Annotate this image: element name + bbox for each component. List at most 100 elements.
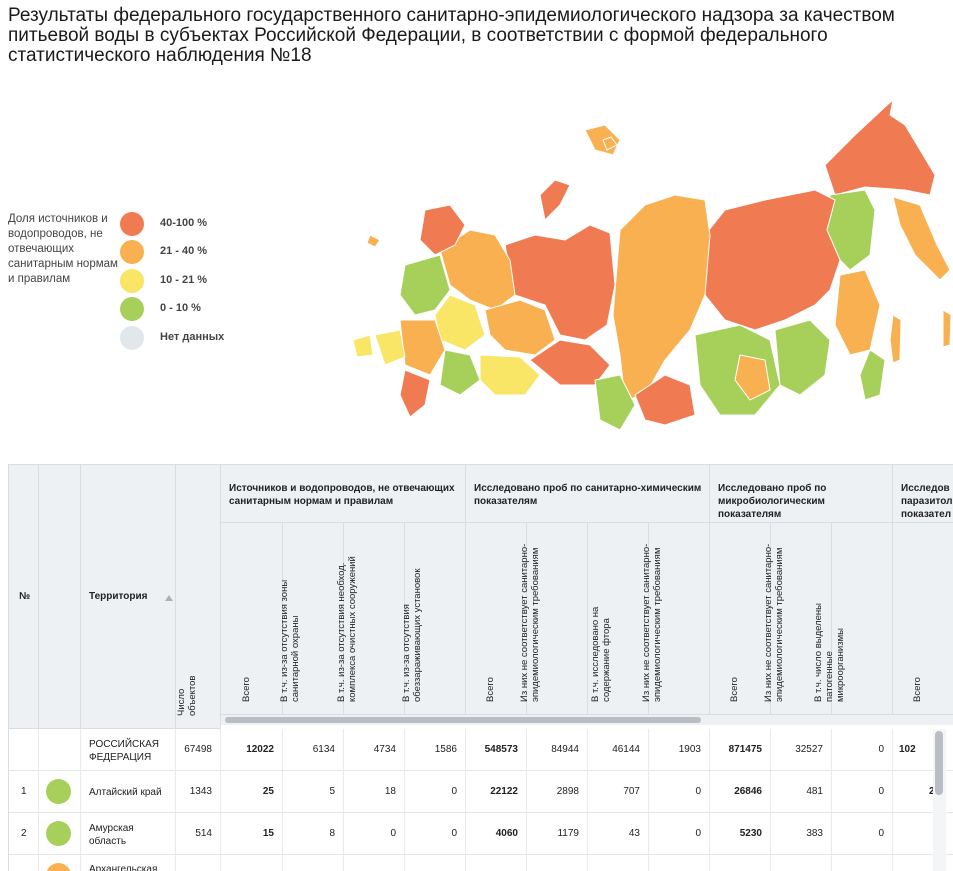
sort-asc-icon[interactable] xyxy=(165,595,173,601)
region-central-1[interactable] xyxy=(434,294,486,351)
region-volga[interactable] xyxy=(484,299,556,356)
region-northwest[interactable] xyxy=(399,254,451,316)
table-row[interactable]: 2 Амурская область 514 15 8 0 0 4060 117… xyxy=(9,813,953,855)
header-g3-fail[interactable]: Из них не соответствует санитарно-эпидем… xyxy=(763,523,832,715)
header-g1-treatment[interactable]: В т.ч. из-за отсутствия необход. комплек… xyxy=(336,523,405,715)
region-ural-south[interactable] xyxy=(479,354,541,396)
region-islands[interactable] xyxy=(602,136,618,151)
region-buryatia[interactable] xyxy=(734,354,771,401)
table-row[interactable]: 1 Алтайский край 1343 25 5 18 0 22122 28… xyxy=(9,771,953,813)
header-g1-disinfect[interactable]: В т.ч. из-за отсутствия обеззараживающих… xyxy=(401,523,466,715)
legend-label: 40-100 % xyxy=(160,217,208,229)
region-central-2[interactable] xyxy=(399,319,446,376)
header-group-microbio-label: Исследовано проб по микробиологическим п… xyxy=(718,483,827,520)
region-arkhangelsk[interactable] xyxy=(439,229,516,311)
cell-g2-fluor: 43 xyxy=(588,813,649,855)
cell-g4-total xyxy=(893,813,933,855)
cell-value: 22122 xyxy=(490,786,518,797)
region-west[interactable] xyxy=(374,329,406,366)
territory-name: Амурская область xyxy=(89,823,134,847)
legend-item-0-10[interactable]: 0 - 10 % xyxy=(120,297,260,321)
cell-value: 4060 xyxy=(495,828,518,839)
region-primorye[interactable] xyxy=(859,349,886,401)
region-south-1[interactable] xyxy=(439,349,481,396)
cell-g2-fluor-fail: 0 xyxy=(649,771,710,813)
cell-g3-pathogen xyxy=(832,855,893,871)
cell-value: 5230 xyxy=(739,828,762,839)
cell-value: 1903 xyxy=(678,744,701,755)
cell-num: 2 xyxy=(9,813,39,855)
legend-label: 0 - 10 % xyxy=(160,302,201,314)
cell-value: 84944 xyxy=(551,744,579,755)
horizontal-scrollbar[interactable] xyxy=(221,715,953,725)
header-group-chemical: Исследовано проб по санитарно-химическим… xyxy=(466,465,710,523)
cell-g2-fluor: 46144 xyxy=(588,729,649,771)
cell-g1-treatment: 0 xyxy=(344,813,405,855)
region-khabarovsk[interactable] xyxy=(834,269,881,356)
region-kamchatka[interactable] xyxy=(892,196,951,281)
region-yamal[interactable] xyxy=(504,224,616,341)
region-altai[interactable] xyxy=(594,374,636,431)
legend-item-10-21[interactable]: 10 - 21 % xyxy=(120,269,260,293)
cell-value: 32527 xyxy=(795,744,823,755)
legend-dot-icon xyxy=(120,212,144,236)
cell-g1-disinfect: 0 xyxy=(405,813,466,855)
cell-num xyxy=(9,855,39,871)
header-g2-fluor[interactable]: В т.ч. исследовано на содержание фтора xyxy=(588,523,649,715)
vertical-scrollbar-thumb[interactable] xyxy=(935,731,943,795)
header-g4-total[interactable]: Всего xyxy=(893,523,953,715)
cell-value: 514 xyxy=(195,828,212,839)
header-g3-total[interactable]: Всего xyxy=(710,523,771,715)
table-row[interactable]: Архангельская xyxy=(9,855,953,871)
cell-territory: Архангельская xyxy=(81,855,176,871)
region-islet[interactable] xyxy=(366,234,381,248)
russia-map[interactable] xyxy=(345,95,953,435)
page-title: Результаты федерального государственного… xyxy=(8,5,895,66)
cell-num-text: 2 xyxy=(21,828,27,839)
header-number[interactable]: № xyxy=(9,465,39,729)
header-g2-total[interactable]: Всего xyxy=(466,523,527,715)
cell-color xyxy=(39,771,81,813)
cell-territory: Алтайский край xyxy=(81,771,176,813)
cell-g4-total: 102 xyxy=(893,729,933,771)
cell-value: 15 xyxy=(262,828,274,839)
header-group-sources-label: Источников и водопроводов, не отвечающих… xyxy=(229,483,455,507)
region-krasnoyarsk[interactable] xyxy=(612,194,711,401)
region-murmansk[interactable] xyxy=(419,204,466,256)
region-yakutia[interactable] xyxy=(704,189,841,331)
header-g2-fail[interactable]: Из них не соответствует санитарно-эпидем… xyxy=(519,523,588,715)
legend-dot-icon xyxy=(120,326,144,350)
header-g1-total[interactable]: Всего xyxy=(221,523,283,715)
cell-g3-fail: 481 xyxy=(771,771,832,813)
region-tuva[interactable] xyxy=(634,374,696,426)
region-novaya-zemlya[interactable] xyxy=(539,179,571,222)
header-g3-pathogen-label: В т.ч. число выделены патогенные микроор… xyxy=(813,602,846,702)
legend-item-21-40[interactable]: 21 - 40 % xyxy=(120,240,260,264)
cell-g2-fail: 1179 xyxy=(527,813,588,855)
region-caucasus[interactable] xyxy=(399,369,431,418)
cell-g3-total: 871475 xyxy=(710,729,771,771)
header-g3-pathogen[interactable]: В т.ч. число выделены патогенные микроор… xyxy=(813,523,893,715)
cell-g2-fluor-fail: 0 xyxy=(649,813,710,855)
horizontal-scrollbar-thumb[interactable] xyxy=(225,717,701,723)
region-kuril[interactable] xyxy=(942,309,952,348)
legend-item-no-data[interactable]: Нет данных xyxy=(120,326,260,350)
region-kaliningrad[interactable] xyxy=(352,334,374,358)
header-territory[interactable]: Территория xyxy=(81,465,176,729)
region-chukotka[interactable] xyxy=(824,98,936,196)
header-objects[interactable]: Число объектов xyxy=(176,465,221,729)
cell-value: 18 xyxy=(384,786,396,797)
header-g1-zone[interactable]: В т.ч. из-за отсутствия зоны санитарной … xyxy=(279,523,344,715)
header-g2-fluor-fail[interactable]: Из них не соответствует санитарно-эпидем… xyxy=(641,523,710,715)
region-sakhalin[interactable] xyxy=(889,314,902,364)
cell-value: 2 xyxy=(929,786,935,797)
cell-territory: Амурская область xyxy=(81,813,176,855)
cell-g2-total xyxy=(466,855,527,871)
legend-item-40-100[interactable]: 40-100 % xyxy=(120,212,260,236)
vertical-scrollbar[interactable] xyxy=(933,729,946,871)
region-amur[interactable] xyxy=(774,319,831,396)
region-novosibirsk[interactable] xyxy=(529,339,611,386)
cell-g3-total xyxy=(710,855,771,871)
table-row-total[interactable]: РОССИЙСКАЯ ФЕДЕРАЦИЯ 67498 12022 6134 47… xyxy=(9,729,953,771)
data-table[interactable]: № Территория Число объектов Источников и… xyxy=(8,464,953,871)
